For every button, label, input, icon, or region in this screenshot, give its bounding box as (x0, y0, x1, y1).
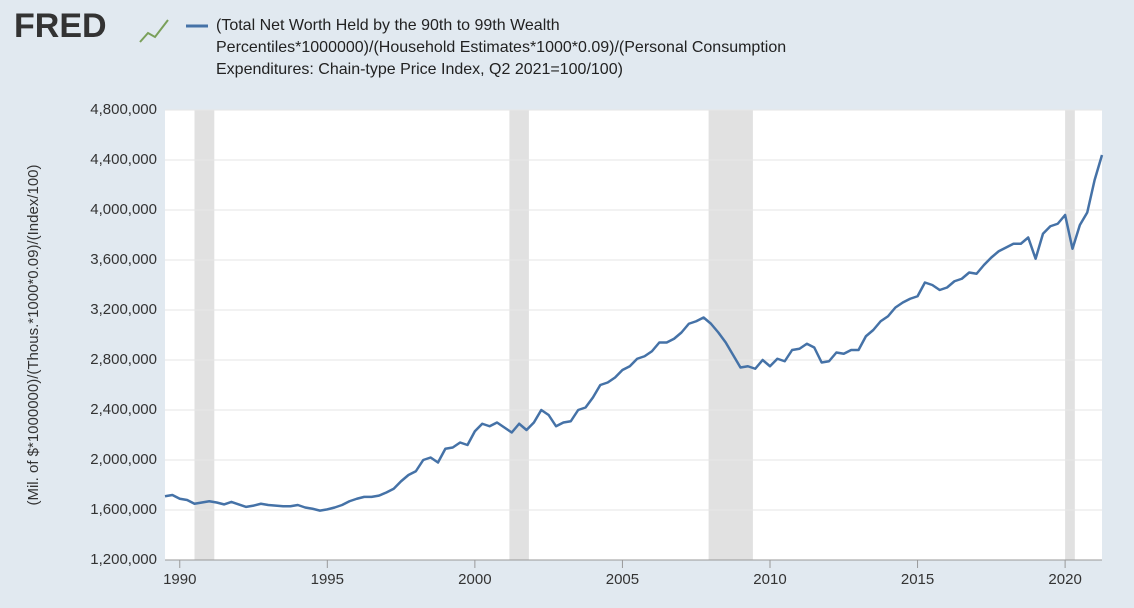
y-axis-label: (Mil. of $*1000000)/(Thous.*1000*0.09)/(… (25, 164, 42, 505)
y-tick-label: 2,800,000 (90, 351, 157, 368)
y-tick-label: 2,400,000 (90, 401, 157, 418)
recession-band (1065, 110, 1075, 560)
recession-band (194, 110, 215, 560)
recession-band (509, 110, 529, 560)
logo-icon (139, 19, 169, 43)
y-tick-label: 3,600,000 (90, 251, 157, 268)
legend-text: (Total Net Worth Held by the 90th to 99t… (216, 17, 786, 78)
x-tick-label: 2015 (901, 571, 934, 588)
y-tick-label: 3,200,000 (90, 301, 157, 318)
recession-band (708, 110, 753, 560)
x-tick-label: 1995 (311, 571, 344, 588)
y-tick-label: 4,000,000 (90, 201, 157, 218)
y-tick-label: 2,000,000 (90, 451, 157, 468)
x-tick-label: 2000 (458, 571, 491, 588)
series-line (164, 154, 1104, 512)
x-tick-label: 2010 (753, 571, 786, 588)
logo: FRED (14, 7, 107, 45)
y-tick-label: 1,200,000 (90, 551, 157, 568)
x-tick-label: 1990 (163, 571, 196, 588)
y-tick-label: 4,800,000 (90, 101, 157, 118)
x-tick-label: 2020 (1048, 571, 1081, 588)
y-tick-label: 1,600,000 (90, 501, 157, 518)
x-tick-label: 2005 (606, 571, 639, 588)
plot-area (165, 110, 1102, 560)
y-tick-label: 4,400,000 (90, 151, 157, 168)
